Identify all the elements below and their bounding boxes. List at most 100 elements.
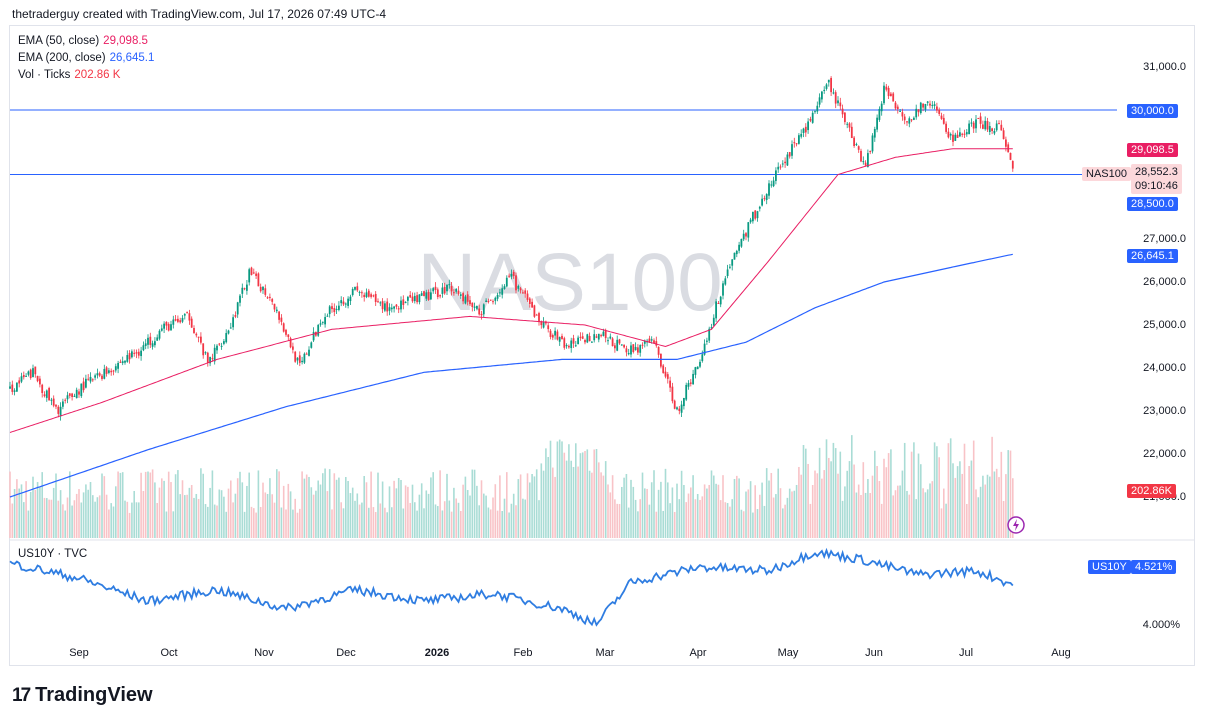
us10y-line [9,547,1014,627]
volume-bar [621,486,623,538]
candle-body [287,334,290,338]
volume-bar [395,488,398,538]
volume-bar [347,480,349,538]
volume-bar [982,475,984,538]
volume-bar [324,468,326,538]
volume-bar [16,479,18,538]
x-tick-aug: Aug [1051,647,1071,659]
volume-bar [471,469,474,538]
volume-bar [441,510,444,538]
candle-body [660,353,662,367]
volume-bar [64,510,66,538]
candle-body [588,335,591,342]
volume-bar [519,474,522,538]
candle-body [430,292,432,300]
candle-body [236,302,239,315]
volume-bar [218,489,221,538]
volume-bar [326,491,329,538]
volume-bar [172,511,175,538]
volume-bar [248,472,250,538]
volume-bar [945,503,947,538]
volume-bar [632,486,635,538]
volume-bar [752,512,754,538]
volume-bar [186,494,188,538]
candle-body [701,354,704,362]
volume-bar [234,493,237,538]
volume-bar [402,508,405,538]
candle-body [370,294,372,297]
volume-bar [929,483,931,538]
candle-body [798,135,800,144]
volume-bar [349,493,352,538]
candle-body [832,92,835,94]
last-price-value: 28,552.3 [1135,166,1178,178]
legend-ema50-label: EMA (50, close) [18,35,100,47]
volume-bar [259,506,262,538]
volume-bar [949,438,952,538]
candle-body [634,346,637,351]
legend-volume-label: Vol · Ticks [18,69,71,81]
candle-body [883,85,885,104]
candle-body [678,408,681,411]
candle-body [770,184,773,186]
candle-body [16,382,18,392]
volume-bar [784,504,786,538]
candle-body [206,352,209,363]
volume-bar [101,473,103,538]
volume-bar [227,488,230,538]
candle-body [186,312,188,314]
tradingview-brand[interactable]: 17 TradingView [12,684,153,707]
volume-bar [627,507,630,538]
candle-body [956,134,959,138]
candle-body [662,365,665,373]
volume-bar [466,490,469,538]
volume-bar [149,472,152,538]
volume-bar [133,490,135,538]
candle-body [986,121,989,130]
candle-body [876,117,878,130]
volume-bar [572,466,575,538]
candle-body [614,345,616,349]
candle-body [995,123,998,131]
candle-body [982,124,984,129]
volume-bar [832,442,835,538]
candle-body [326,315,329,317]
legend-volume[interactable]: Vol · Ticks 202.86 K [18,69,120,81]
volume-bar [846,470,848,538]
candle-body [961,133,964,135]
candle-body [469,300,471,305]
candle-body [393,306,395,309]
volume-bar [363,476,365,538]
volume-bar [103,476,106,538]
volume-bar [694,499,697,538]
candle-body [988,126,991,133]
volume-bar [618,504,621,538]
candle-body [372,295,375,297]
candle-body [397,308,400,310]
candle-body [616,339,619,351]
volume-bar [676,483,678,538]
volume-bar [174,474,177,538]
candle-body [227,330,230,334]
volume-bar [225,511,227,538]
candle-body [768,183,770,196]
candle-body [354,286,356,290]
volume-bar [57,500,60,538]
volume-bar [374,512,377,538]
volume-bar [319,484,322,538]
candle-body [809,118,812,121]
candle-body [724,278,727,285]
legend-ema200[interactable]: EMA (200, close) 26,645.1 [18,52,154,64]
indicator-title: US10Y · TVC [18,548,88,560]
volume-bar [897,485,899,538]
volume-bar [492,497,494,538]
volume-bar [18,488,20,538]
volume-bar [391,507,393,538]
x-tick-dec: Dec [336,647,356,659]
candle-body [218,343,221,345]
volume-bar [48,499,50,538]
candle-body [841,108,844,115]
legend-ema50[interactable]: EMA (50, close) 29,098.5 [18,35,148,47]
candle-body [335,308,338,310]
